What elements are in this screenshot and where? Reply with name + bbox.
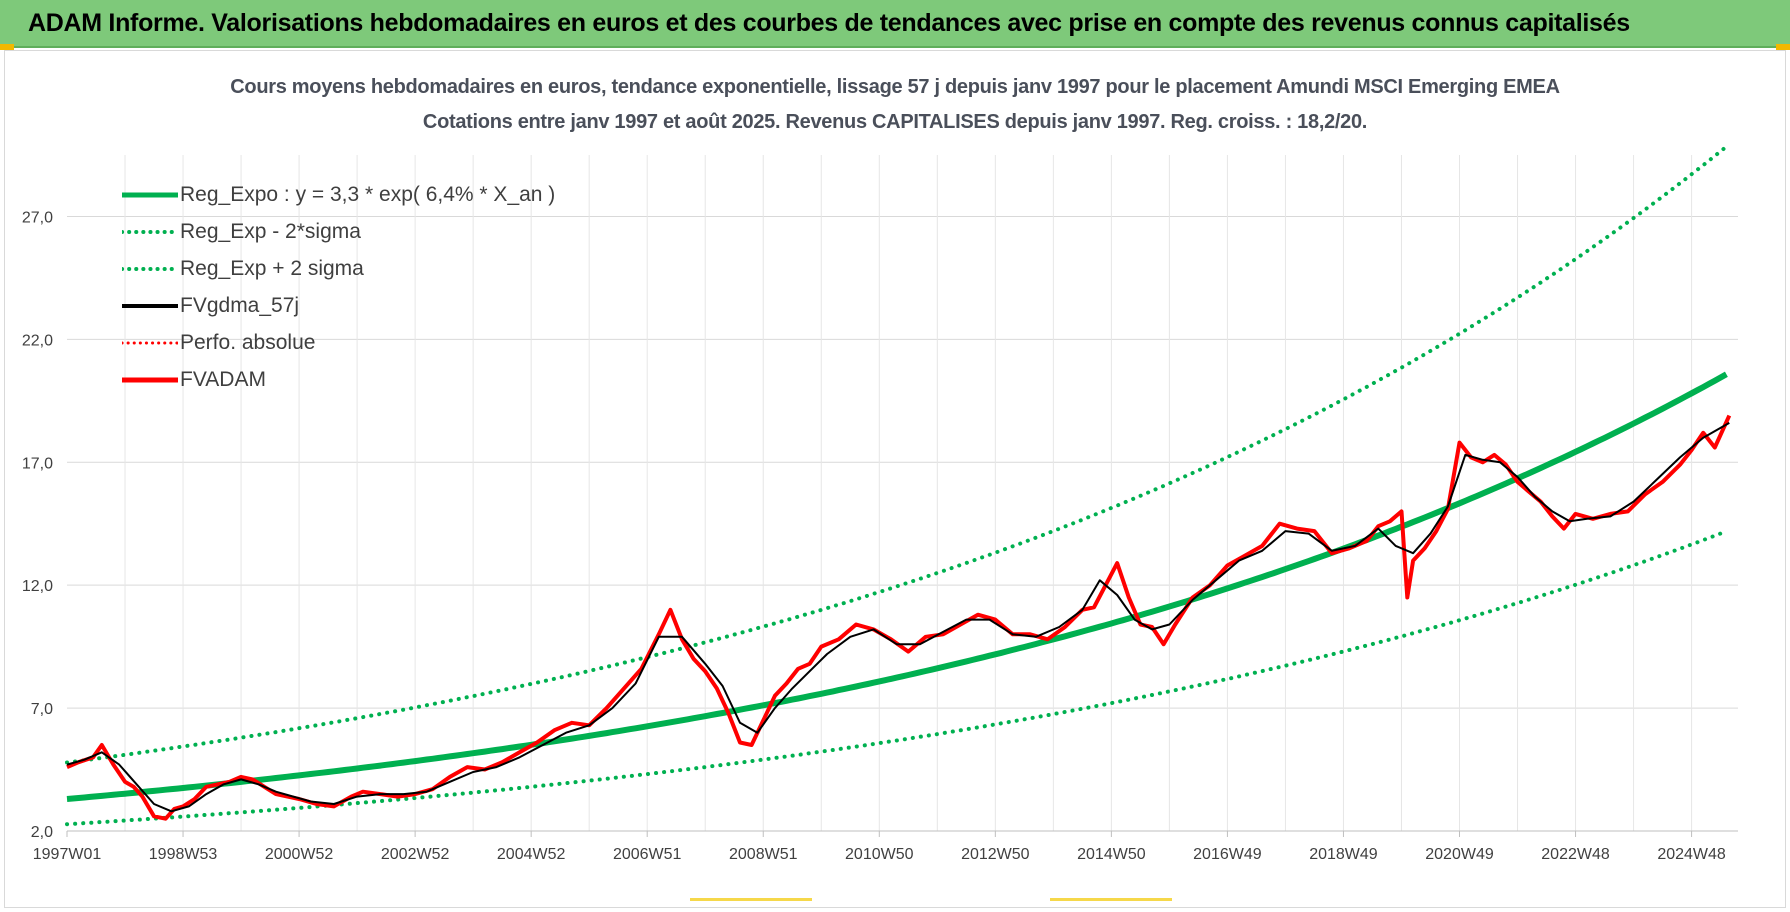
y-tick-label: 17,0 bbox=[22, 455, 53, 472]
legend-label-reg-expo: Reg_Expo : y = 3,3 * exp( 6,4% * X_an ) bbox=[180, 182, 556, 206]
x-tick-label: 2022W48 bbox=[1541, 846, 1610, 863]
y-tick-label: 7,0 bbox=[31, 701, 53, 718]
legend-swatch-perfo bbox=[122, 341, 178, 344]
legend-swatch-fvgdma bbox=[122, 303, 178, 308]
legend-label-fvgdma: FVgdma_57j bbox=[180, 293, 300, 317]
report-banner: ADAM Informe. Valorisations hebdomadaire… bbox=[0, 0, 1790, 48]
legend-item-fvadam: FVADAM bbox=[122, 361, 555, 398]
corner-mark-left bbox=[0, 44, 14, 50]
bottom-mark-1 bbox=[690, 898, 812, 901]
legend-swatch-reg-expo bbox=[122, 192, 178, 197]
x-tick-label: 2010W50 bbox=[845, 846, 914, 863]
legend-label-reg-minus: Reg_Exp - 2*sigma bbox=[180, 219, 361, 243]
legend-item-fvgdma: FVgdma_57j bbox=[122, 287, 555, 324]
chart-panel bbox=[4, 50, 1786, 908]
x-tick-label: 2004W52 bbox=[497, 846, 566, 863]
legend-swatch-reg-plus bbox=[122, 266, 178, 271]
chart-legend: Reg_Expo : y = 3,3 * exp( 6,4% * X_an ) … bbox=[122, 176, 555, 398]
x-tick-label: 2016W49 bbox=[1193, 846, 1262, 863]
x-tick-label: 2014W50 bbox=[1077, 846, 1146, 863]
legend-swatch-reg-minus bbox=[122, 229, 178, 234]
chart-title: Cours moyens hebdomadaires en euros, ten… bbox=[230, 76, 1560, 98]
legend-item-reg-plus: Reg_Exp + 2 sigma bbox=[122, 250, 555, 287]
x-tick-label: 2024W48 bbox=[1657, 846, 1726, 863]
bottom-mark-2 bbox=[1050, 898, 1172, 901]
series-fvgdma-57j bbox=[66, 422, 1730, 813]
x-tick-label: 2012W50 bbox=[961, 846, 1030, 863]
chart-series bbox=[65, 144, 1732, 827]
x-tick-label: 2020W49 bbox=[1425, 846, 1494, 863]
chart-subtitle: Cotations entre janv 1997 et août 2025. … bbox=[422, 111, 1368, 133]
y-tick-label: 2,0 bbox=[31, 824, 53, 841]
corner-mark-right bbox=[1776, 44, 1790, 50]
y-tick-label: 12,0 bbox=[22, 578, 53, 595]
legend-item-reg-expo: Reg_Expo : y = 3,3 * exp( 6,4% * X_an ) bbox=[122, 176, 555, 213]
x-tick-label: 1998W53 bbox=[149, 846, 218, 863]
legend-label-perfo: Perfo. absolue bbox=[180, 330, 316, 354]
series-fvadam bbox=[66, 414, 1732, 821]
x-tick-label: 2018W49 bbox=[1309, 846, 1378, 863]
y-tick-label: 22,0 bbox=[22, 332, 53, 349]
axis-labels: 2,0 7,0 12,0 17,0 22,0 27,0 1997W01 1998W53 2000… bbox=[22, 209, 1726, 863]
legend-label-reg-plus: Reg_Exp + 2 sigma bbox=[180, 256, 364, 280]
x-tick-label: 2000W52 bbox=[265, 846, 334, 863]
report-title: ADAM Informe. Valorisations hebdomadaire… bbox=[28, 9, 1630, 37]
series-reg-minus-2sigma bbox=[65, 529, 1729, 827]
legend-label-fvadam: FVADAM bbox=[180, 367, 266, 391]
legend-swatch-fvadam bbox=[122, 377, 178, 382]
y-tick-label: 27,0 bbox=[22, 209, 53, 226]
x-tick-label: 2008W51 bbox=[729, 846, 798, 863]
x-tick-label: 2002W52 bbox=[381, 846, 450, 863]
legend-item-perfo: Perfo. absolue bbox=[122, 324, 555, 361]
series-reg-plus-2sigma bbox=[65, 144, 1729, 765]
grid-lines bbox=[66, 155, 1738, 837]
x-tick-label: 1997W01 bbox=[33, 846, 102, 863]
x-tick-label: 2006W51 bbox=[613, 846, 682, 863]
legend-item-reg-minus: Reg_Exp - 2*sigma bbox=[122, 213, 555, 250]
